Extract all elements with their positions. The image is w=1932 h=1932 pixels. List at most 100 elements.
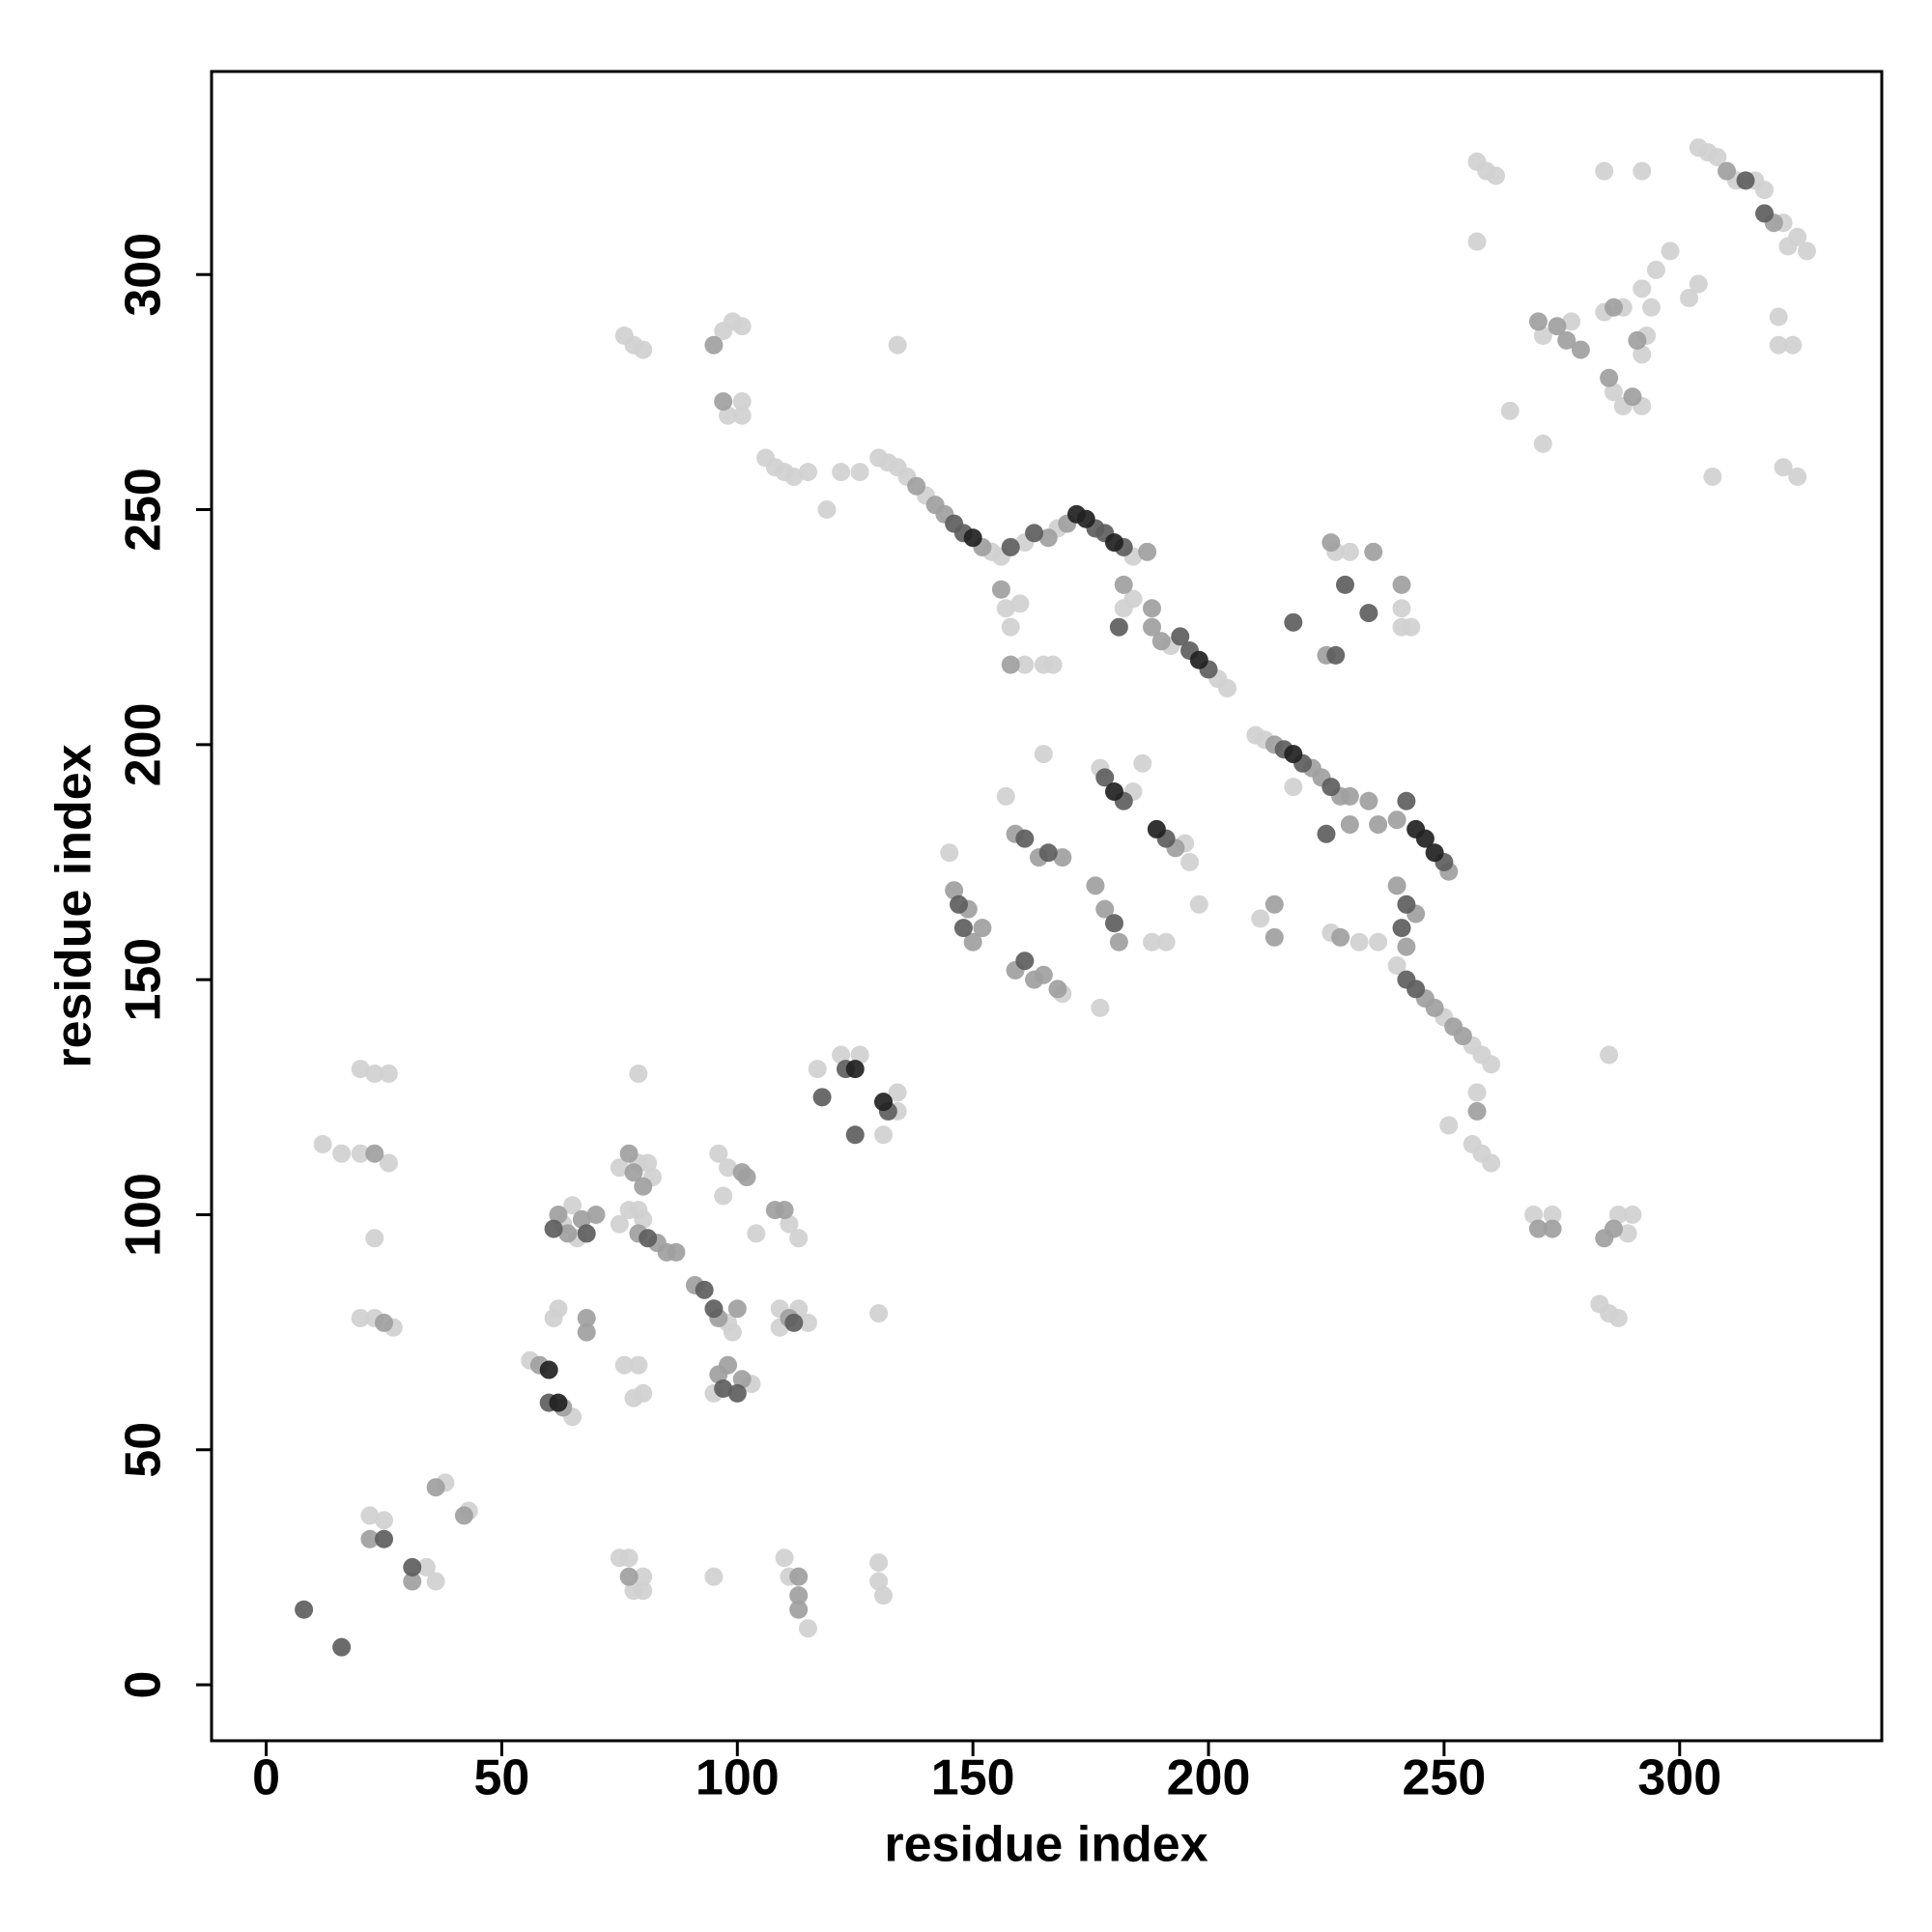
point	[1415, 829, 1435, 848]
point	[869, 1572, 889, 1591]
point	[1015, 952, 1035, 971]
point	[1755, 181, 1775, 200]
point	[1114, 599, 1133, 618]
point	[365, 1064, 384, 1083]
point	[1718, 161, 1737, 181]
x-tick-label: 100	[696, 1750, 780, 1806]
point	[714, 392, 733, 412]
point	[1387, 956, 1406, 976]
point	[1392, 919, 1411, 938]
y-tick-label: 50	[116, 1422, 172, 1478]
x-tick-label: 50	[474, 1750, 530, 1806]
point	[1143, 932, 1162, 952]
point	[563, 1196, 582, 1215]
point	[1001, 655, 1020, 674]
point	[577, 1224, 596, 1243]
point	[1769, 335, 1788, 355]
point	[1284, 745, 1303, 764]
point	[1369, 932, 1388, 952]
point	[1359, 604, 1378, 623]
point	[973, 919, 992, 938]
point	[619, 1144, 639, 1163]
point	[1425, 998, 1444, 1017]
point	[1034, 965, 1053, 984]
point	[544, 1309, 563, 1328]
point	[869, 1553, 889, 1573]
point	[1048, 980, 1067, 999]
point	[737, 1168, 756, 1187]
x-tick-label: 300	[1637, 1750, 1721, 1806]
point	[634, 340, 653, 359]
point	[874, 1093, 894, 1112]
point	[1189, 650, 1208, 669]
y-tick-label: 0	[116, 1671, 172, 1699]
point	[1359, 791, 1378, 810]
point	[1528, 1219, 1548, 1238]
point	[1335, 575, 1354, 594]
point	[874, 1586, 894, 1605]
point	[714, 1186, 733, 1206]
point	[723, 1322, 742, 1342]
point	[1633, 345, 1652, 364]
point	[784, 467, 804, 486]
point	[1557, 330, 1577, 350]
point	[1015, 829, 1035, 848]
x-tick-label: 200	[1167, 1750, 1251, 1806]
point	[629, 1355, 648, 1375]
point	[332, 1637, 352, 1657]
point	[1769, 307, 1788, 327]
point	[1406, 980, 1426, 999]
point	[1528, 312, 1548, 331]
point	[1147, 819, 1166, 838]
point	[577, 1309, 596, 1328]
point	[1038, 528, 1058, 548]
point	[1623, 1205, 1642, 1224]
point	[375, 1511, 394, 1530]
point	[784, 1313, 804, 1332]
point	[704, 335, 724, 355]
x-tick-label: 0	[252, 1750, 280, 1806]
point	[1661, 242, 1680, 261]
point	[845, 1125, 865, 1145]
y-tick-label: 200	[116, 702, 172, 786]
point	[996, 599, 1015, 618]
point	[1331, 927, 1350, 947]
point	[1326, 645, 1346, 665]
point	[379, 1153, 398, 1173]
point	[1143, 599, 1162, 618]
point	[351, 1309, 370, 1328]
point	[1317, 824, 1336, 843]
point	[888, 1083, 907, 1102]
point	[549, 1205, 568, 1224]
point	[586, 1205, 606, 1224]
point	[454, 1506, 473, 1525]
point	[375, 1313, 394, 1332]
point	[1453, 1027, 1472, 1046]
point	[577, 1322, 596, 1342]
point	[539, 1360, 558, 1379]
point	[1369, 815, 1388, 835]
point	[1600, 368, 1619, 387]
point	[789, 1586, 809, 1605]
point	[1708, 148, 1727, 167]
point	[1595, 161, 1614, 181]
point	[1114, 575, 1133, 594]
point	[1608, 1205, 1628, 1224]
point	[1467, 1101, 1487, 1121]
point	[549, 1393, 568, 1412]
point	[351, 1144, 370, 1163]
points	[295, 138, 1816, 1657]
point	[1321, 778, 1341, 797]
point	[1562, 312, 1581, 331]
x-axis-label: residue index	[884, 1817, 1208, 1873]
point	[817, 500, 837, 520]
point	[360, 1506, 380, 1525]
point	[714, 1379, 733, 1399]
point	[1571, 340, 1590, 359]
point	[1604, 1219, 1623, 1238]
point	[1001, 617, 1020, 637]
point	[1392, 599, 1411, 618]
point	[1138, 542, 1157, 561]
point	[1533, 326, 1552, 345]
point	[1482, 1055, 1501, 1074]
